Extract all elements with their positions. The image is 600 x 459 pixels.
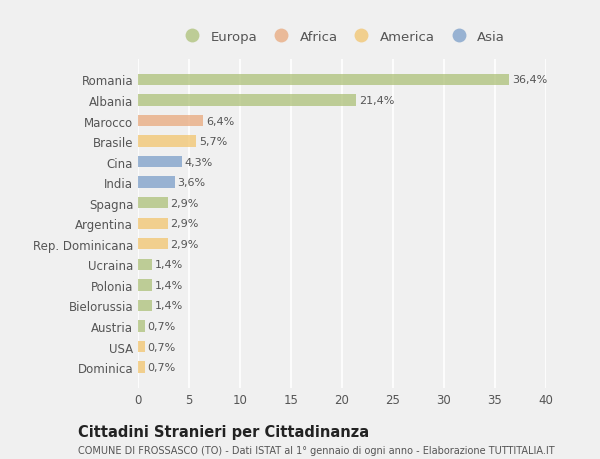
Text: 4,3%: 4,3% [184, 157, 212, 167]
Text: 3,6%: 3,6% [177, 178, 205, 188]
Text: 2,9%: 2,9% [170, 219, 199, 229]
Text: COMUNE DI FROSSASCO (TO) - Dati ISTAT al 1° gennaio di ogni anno - Elaborazione : COMUNE DI FROSSASCO (TO) - Dati ISTAT al… [78, 445, 554, 455]
Text: 1,4%: 1,4% [155, 301, 183, 311]
Bar [138, 95, 356, 106]
Bar [138, 239, 167, 250]
Text: 1,4%: 1,4% [155, 260, 183, 270]
Bar [138, 362, 145, 373]
Text: 21,4%: 21,4% [359, 96, 394, 106]
Bar [138, 198, 167, 209]
Text: 2,9%: 2,9% [170, 198, 199, 208]
Bar [138, 136, 196, 147]
Legend: Europa, Africa, America, Asia: Europa, Africa, America, Asia [175, 27, 509, 48]
Text: 0,7%: 0,7% [148, 362, 176, 372]
Text: 5,7%: 5,7% [199, 137, 227, 147]
Text: 2,9%: 2,9% [170, 239, 199, 249]
Bar [138, 157, 182, 168]
Bar [138, 321, 145, 332]
Bar [138, 116, 203, 127]
Text: Cittadini Stranieri per Cittadinanza: Cittadini Stranieri per Cittadinanza [78, 425, 369, 440]
Bar [138, 280, 152, 291]
Text: 1,4%: 1,4% [155, 280, 183, 290]
Text: 36,4%: 36,4% [512, 75, 547, 85]
Bar [138, 177, 175, 188]
Bar [138, 259, 152, 270]
Text: 0,7%: 0,7% [148, 321, 176, 331]
Bar [138, 218, 167, 230]
Text: 6,4%: 6,4% [206, 116, 234, 126]
Text: 0,7%: 0,7% [148, 342, 176, 352]
Bar [138, 75, 509, 86]
Bar [138, 300, 152, 311]
Bar [138, 341, 145, 353]
